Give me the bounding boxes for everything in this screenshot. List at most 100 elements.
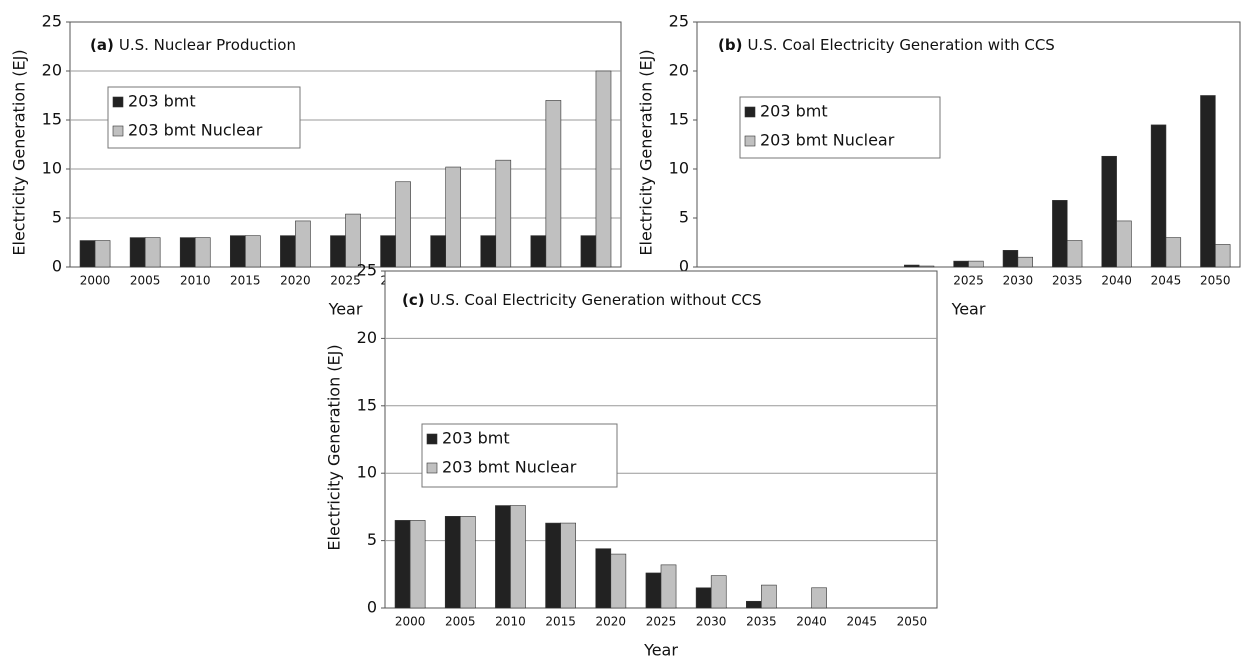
- y-tick-label: 15: [357, 395, 377, 414]
- bar: [811, 587, 827, 609]
- y-tick-label: 5: [679, 208, 689, 227]
- x-tick-label: 2010: [180, 274, 211, 288]
- y-tick-label: 0: [52, 257, 62, 276]
- bar: [1052, 200, 1068, 268]
- legend-swatch: [112, 96, 124, 108]
- title-text: U.S. Nuclear Production: [119, 36, 296, 54]
- x-tick-label: 2045: [846, 615, 877, 629]
- bar: [380, 235, 396, 268]
- legend-label: 203 bmt Nuclear: [442, 458, 577, 477]
- x-tick-label: 2005: [445, 615, 476, 629]
- bar: [430, 235, 446, 268]
- x-axis-label: Year: [643, 641, 678, 656]
- y-tick-label: 15: [42, 110, 62, 129]
- y-tick-label: 10: [357, 463, 377, 482]
- x-tick-label: 2025: [646, 615, 677, 629]
- x-tick-label: 2015: [230, 274, 261, 288]
- y-tick-label: 20: [357, 328, 377, 347]
- y-tick-label: 0: [367, 598, 377, 617]
- bar: [510, 505, 526, 609]
- x-tick-label: 2000: [80, 274, 111, 288]
- y-tick-label: 20: [42, 61, 62, 80]
- x-tick-label: 2020: [596, 615, 627, 629]
- x-tick-label: 2015: [545, 615, 576, 629]
- x-tick-label: 2030: [696, 615, 727, 629]
- bar: [530, 235, 547, 268]
- legend-swatch: [426, 462, 438, 474]
- x-tick-label: 2025: [953, 274, 984, 288]
- y-tick-label: 10: [42, 159, 62, 178]
- x-tick-label: 2040: [796, 615, 827, 629]
- bar: [1017, 256, 1033, 268]
- bar: [295, 220, 311, 268]
- bar: [545, 522, 561, 609]
- bar: [345, 213, 361, 268]
- legend-label: 203 bmt: [128, 92, 196, 111]
- bar: [1150, 124, 1167, 268]
- bar: [560, 522, 576, 609]
- chart-title: (a) U.S. Nuclear Production: [90, 36, 296, 54]
- bar: [229, 235, 246, 268]
- bar: [330, 235, 346, 268]
- bar: [710, 575, 727, 609]
- bar: [1002, 250, 1019, 268]
- y-tick-label: 20: [669, 61, 689, 80]
- bar: [245, 235, 261, 268]
- panel-label: (a): [90, 36, 114, 54]
- bar: [409, 520, 426, 609]
- chart-title: (c) U.S. Coal Electricity Generation with…: [402, 291, 762, 309]
- bar: [495, 505, 511, 609]
- y-tick-label: 25: [42, 12, 62, 31]
- bar: [610, 553, 627, 609]
- bar: [495, 159, 512, 268]
- bar: [1101, 155, 1117, 268]
- x-tick-label: 2050: [1200, 274, 1231, 288]
- x-tick-label: 2010: [495, 615, 526, 629]
- bar: [1116, 220, 1132, 268]
- x-tick-label: 2030: [1003, 274, 1034, 288]
- bar: [918, 265, 935, 268]
- bar: [761, 584, 777, 609]
- x-tick-label: 2035: [746, 615, 777, 629]
- x-tick-label: 2045: [1151, 274, 1182, 288]
- bar: [580, 235, 597, 268]
- bar: [746, 600, 762, 609]
- bar: [953, 260, 969, 268]
- legend-box: [739, 96, 941, 159]
- y-tick-label: 5: [367, 530, 377, 549]
- y-tick-label: 15: [669, 110, 689, 129]
- y-tick-label: 0: [679, 257, 689, 276]
- bar: [144, 237, 161, 268]
- title-text: U.S. Coal Electricity Generation without…: [430, 291, 762, 309]
- y-tick-label: 5: [52, 208, 62, 227]
- legend-label: 203 bmt: [442, 429, 510, 448]
- bar: [194, 237, 211, 268]
- bar: [280, 235, 296, 268]
- x-tick-label: 2035: [1052, 274, 1083, 288]
- bar: [645, 572, 662, 609]
- bar: [1165, 237, 1182, 268]
- y-tick-label: 25: [357, 261, 377, 280]
- bar: [660, 564, 677, 609]
- bar: [444, 516, 461, 609]
- y-axis-label: Electricity Generation (EJ): [637, 49, 656, 255]
- x-tick-label: 2005: [130, 274, 161, 288]
- y-tick-label: 25: [669, 12, 689, 31]
- title-text: U.S. Coal Electricity Generation with CC…: [747, 36, 1054, 54]
- panel-label: (b): [718, 36, 742, 54]
- x-tick-label: 2040: [1101, 274, 1132, 288]
- legend-box: [421, 423, 618, 488]
- bar: [1200, 95, 1216, 268]
- bar: [595, 548, 612, 609]
- bar: [1215, 244, 1231, 268]
- bar: [394, 520, 411, 609]
- bar: [595, 70, 612, 268]
- bar: [459, 516, 476, 609]
- legend-swatch: [744, 106, 756, 118]
- bar: [129, 237, 146, 268]
- x-tick-label: 2025: [330, 274, 361, 288]
- legend-label: 203 bmt Nuclear: [128, 121, 263, 140]
- chart-title: (b) U.S. Coal Electricity Generation with…: [718, 36, 1055, 54]
- legend-swatch: [112, 125, 124, 137]
- x-axis-label: Year: [951, 300, 986, 319]
